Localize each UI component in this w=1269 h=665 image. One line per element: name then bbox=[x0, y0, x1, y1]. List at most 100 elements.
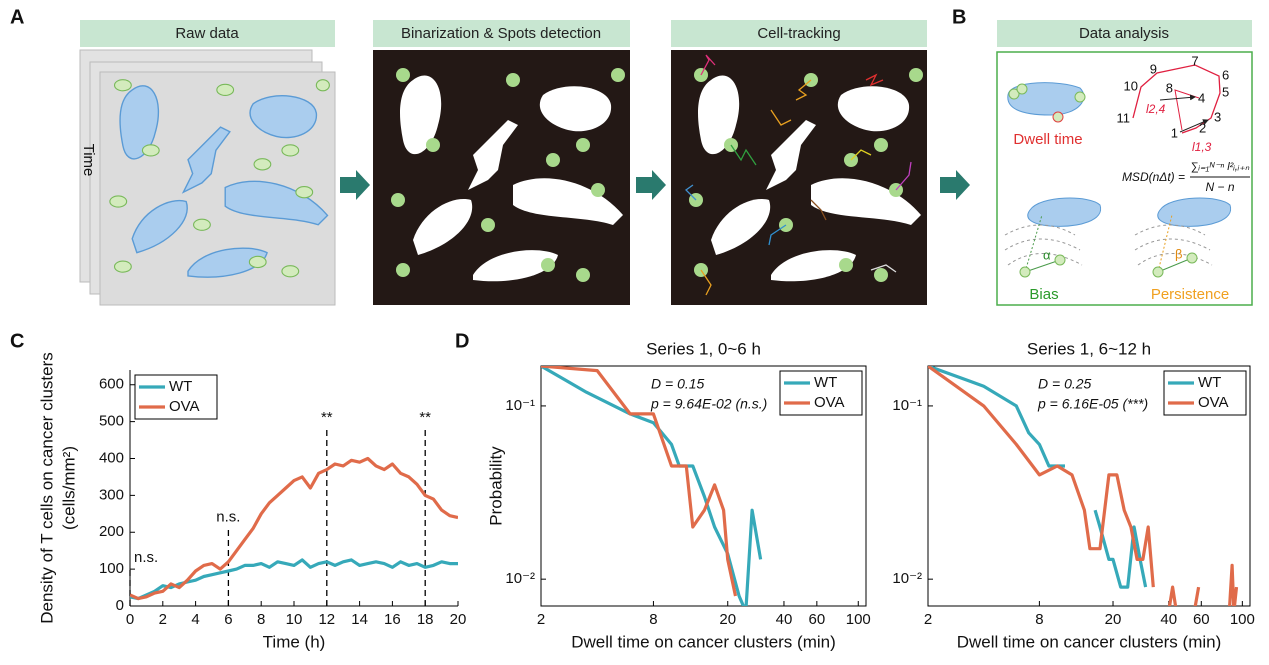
msd-numerator: ∑ᵢ₌₁ᴺ⁻ⁿ l²ᵢ,ᵢ₊ₙ bbox=[1191, 161, 1250, 173]
x-tick-label: 2 bbox=[924, 611, 932, 628]
x-tick-label: 0 bbox=[126, 611, 134, 628]
y-axis-label: Density of T cells on cancer clusters bbox=[37, 352, 56, 624]
track-number: 5 bbox=[1222, 84, 1229, 99]
legend-box bbox=[134, 374, 218, 420]
y-tick-label: 300 bbox=[99, 486, 124, 503]
track-number: 8 bbox=[1166, 80, 1173, 95]
x-axis-label: Dwell time on cancer clusters (min) bbox=[957, 632, 1222, 651]
y-axis-label: Probability bbox=[486, 446, 505, 526]
y-tick-label: 10⁻² bbox=[505, 570, 535, 587]
chart: 2 8 20 40 60 100 10⁻² 10⁻¹ Series 1, 6~12 h Dwell… bbox=[892, 339, 1254, 651]
annotation: ** bbox=[419, 409, 431, 426]
x-tick-label: 2 bbox=[159, 611, 167, 628]
track-number: 11 bbox=[1117, 110, 1131, 125]
panel-label: A bbox=[10, 6, 24, 28]
y-tick-label: 400 bbox=[99, 449, 124, 466]
x-tick-label: 16 bbox=[384, 611, 401, 628]
alpha-label: α bbox=[1043, 247, 1051, 262]
legend-label: OVA bbox=[169, 398, 200, 415]
raw-data-image: Time bbox=[79, 49, 336, 306]
bias-label: Bias bbox=[1029, 286, 1058, 303]
step-headers: Raw data Binarization & Spots detection … bbox=[80, 20, 1252, 47]
persistence-label: Persistence bbox=[1151, 286, 1229, 303]
chart: 0 2 4 6 8 10 12 14 16 18 200100200300400500600Time… bbox=[37, 352, 466, 651]
data-line bbox=[130, 558, 458, 601]
x-tick-label: 12 bbox=[318, 611, 335, 628]
track-number: 2 bbox=[1199, 120, 1206, 135]
y-tick-label: 10⁻¹ bbox=[892, 397, 922, 414]
chart: 2 8 20 40 60 100 10⁻² 10⁻¹ Series 1, 0~6 h Dwell … bbox=[486, 339, 870, 651]
x-tick-label: 18 bbox=[417, 611, 434, 628]
x-tick-label: 20 bbox=[1105, 611, 1122, 628]
stats-text: D = 0.25 bbox=[1038, 376, 1092, 392]
binarized-image bbox=[373, 50, 630, 305]
panel-label: D bbox=[455, 330, 469, 352]
x-tick-label: 100 bbox=[1230, 611, 1255, 628]
x-tick-label: 100 bbox=[846, 611, 871, 628]
y-tick-label: 200 bbox=[99, 523, 124, 540]
time-label: Time bbox=[80, 144, 97, 177]
x-tick-label: 8 bbox=[1035, 611, 1043, 628]
panel-label: B bbox=[952, 6, 966, 28]
x-axis-label: Dwell time on cancer clusters (min) bbox=[571, 632, 836, 651]
data-line bbox=[928, 366, 1239, 606]
l24-label: l2,4 bbox=[1146, 102, 1166, 116]
axes-box bbox=[927, 365, 1251, 607]
x-tick-label: 8 bbox=[649, 611, 657, 628]
track-number: 1 bbox=[1171, 125, 1178, 140]
annotation: ** bbox=[321, 409, 333, 426]
chart-title: Series 1, 6~12 h bbox=[1027, 339, 1151, 358]
track-number: 3 bbox=[1214, 109, 1221, 124]
tracking-image bbox=[671, 50, 927, 305]
legend-box bbox=[779, 370, 863, 416]
data-line bbox=[541, 366, 738, 597]
x-tick-label: 20 bbox=[719, 611, 736, 628]
step-title: Cell-tracking bbox=[757, 25, 840, 42]
legend-label: WT bbox=[1198, 374, 1221, 391]
data-line bbox=[130, 456, 458, 601]
annotation: n.s. bbox=[134, 549, 158, 566]
beta-label: β bbox=[1175, 246, 1182, 261]
step-title: Binarization & Spots detection bbox=[401, 25, 601, 42]
chart-title: Series 1, 0~6 h bbox=[646, 339, 761, 358]
x-tick-label: 40 bbox=[776, 611, 793, 628]
msd-denominator: N − n bbox=[1205, 180, 1234, 194]
arrow bbox=[940, 170, 970, 200]
arrow bbox=[340, 170, 370, 200]
track-number: 7 bbox=[1191, 53, 1198, 68]
stats-text: p = 6.16E-05 (***) bbox=[1037, 396, 1148, 412]
analysis-diagram: Dwell time 1 2 3 4 5 6 7 8 9 10 11 l2,4 … bbox=[996, 51, 1253, 306]
y-tick-label: 10⁻¹ bbox=[505, 397, 535, 414]
stats-text: p = 9.64E-02 (n.s.) bbox=[650, 396, 767, 412]
x-tick-label: 20 bbox=[450, 611, 467, 628]
arrow bbox=[636, 170, 666, 200]
panel-label: C bbox=[10, 330, 24, 352]
data-line bbox=[928, 366, 1148, 589]
y-tick-label: 100 bbox=[99, 560, 124, 577]
legend-label: OVA bbox=[1198, 394, 1229, 411]
track-number: 4 bbox=[1198, 90, 1205, 105]
x-tick-label: 60 bbox=[1193, 611, 1210, 628]
track-number: 6 bbox=[1222, 67, 1229, 82]
step-title: Raw data bbox=[175, 25, 239, 42]
legend-label: WT bbox=[169, 378, 192, 395]
header-box bbox=[671, 20, 927, 47]
step-title: Data analysis bbox=[1079, 25, 1169, 42]
dwell-time-label: Dwell time bbox=[1013, 131, 1082, 148]
x-tick-label: 8 bbox=[257, 611, 265, 628]
annotation: n.s. bbox=[216, 508, 240, 525]
msd-formula: MSD(nΔt) = bbox=[1122, 170, 1185, 184]
axes-box bbox=[540, 365, 867, 607]
y-tick-label: 10⁻² bbox=[892, 570, 922, 587]
y-axis-label: (cells/mm²) bbox=[59, 446, 78, 530]
y-tick-label: 600 bbox=[99, 376, 124, 393]
x-tick-label: 60 bbox=[808, 611, 825, 628]
l13-label: l1,3 bbox=[1192, 140, 1212, 154]
y-tick-label: 0 bbox=[116, 597, 124, 614]
x-tick-label: 2 bbox=[537, 611, 545, 628]
header-box bbox=[997, 20, 1252, 47]
x-tick-label: 10 bbox=[286, 611, 303, 628]
legend-box bbox=[1163, 370, 1247, 416]
y-tick-label: 500 bbox=[99, 413, 124, 430]
